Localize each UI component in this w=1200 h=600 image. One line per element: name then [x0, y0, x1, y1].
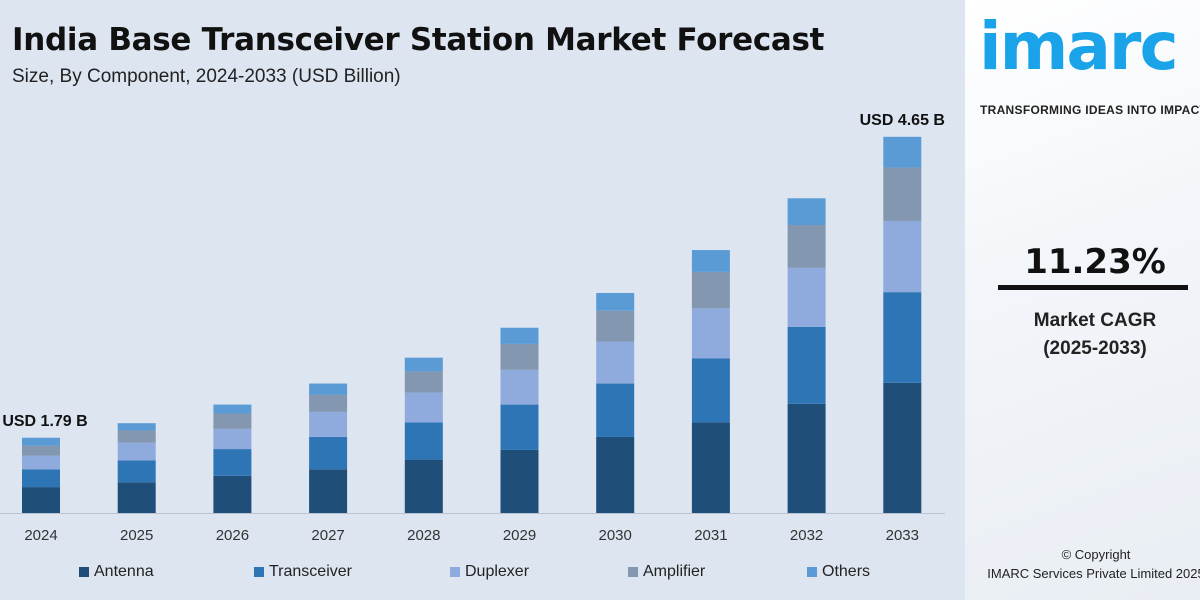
- bar-segment-transceiver-2025: [117, 460, 156, 483]
- bar-segment-duplexer-2033: [883, 220, 922, 293]
- bar-segment-duplexer-2030: [596, 341, 635, 384]
- bar-segment-antenna-2027: [309, 469, 348, 513]
- chart-panel: India Base Transceiver Station Market Fo…: [0, 22, 945, 581]
- bar-segment-others-2031: [691, 250, 730, 272]
- total-annotation: USD 4.65 B: [860, 112, 945, 129]
- company-name: IMARC Services Private Limited 2025: [987, 566, 1200, 581]
- legend-label: Duplexer: [465, 563, 530, 580]
- bar-segment-amplifier-2028: [404, 371, 443, 393]
- x-tick-label: 2026: [216, 527, 249, 544]
- bar-segment-amplifier-2031: [691, 271, 730, 309]
- logo-tagline: TRANSFORMING IDEAS INTO IMPACT: [980, 103, 1200, 117]
- x-tick-label: 2029: [503, 527, 536, 544]
- legend-item-duplexer: Duplexer: [450, 563, 529, 581]
- bar-segment-transceiver-2024: [22, 469, 60, 488]
- copyright-text: © Copyright: [1061, 547, 1131, 562]
- legend-label: Transceiver: [269, 563, 352, 580]
- legend-item-antenna: Antenna: [79, 563, 154, 581]
- bar-segment-amplifier-2033: [883, 167, 922, 221]
- cagr-label: Market CAGR (2025-2033): [965, 307, 1200, 363]
- bar-segment-others-2033: [883, 136, 922, 168]
- bar-segment-amplifier-2026: [213, 413, 252, 429]
- legend-item-amplifier: Amplifier: [628, 563, 705, 581]
- bar-segment-duplexer-2024: [22, 455, 60, 470]
- cagr-divider: [998, 285, 1188, 290]
- bar-segment-others-2030: [596, 292, 635, 311]
- bar-segment-others-2028: [404, 357, 443, 372]
- bar-segment-amplifier-2027: [309, 394, 348, 412]
- x-tick-label: 2024: [24, 527, 57, 544]
- legend-label: Others: [822, 563, 871, 580]
- legend-swatch: [807, 567, 817, 577]
- chart-title: India Base Transceiver Station Market Fo…: [12, 22, 825, 58]
- bar-segment-duplexer-2026: [213, 428, 252, 450]
- bar-segment-amplifier-2025: [117, 430, 156, 443]
- bar-segment-antenna-2026: [213, 475, 252, 513]
- legend-swatch: [450, 567, 460, 577]
- imarc-logo: imarc: [979, 8, 1179, 85]
- legend-label: Amplifier: [643, 563, 706, 580]
- x-tick-label: 2028: [407, 527, 440, 544]
- bar-segment-duplexer-2029: [500, 369, 539, 405]
- bar-segment-transceiver-2029: [500, 404, 539, 450]
- bar-segment-others-2024: [22, 437, 60, 446]
- bar-segment-amplifier-2029: [500, 343, 539, 370]
- total-annotation: USD 1.79 B: [2, 413, 87, 430]
- legend-swatch: [628, 567, 638, 577]
- bar-segment-antenna-2030: [596, 436, 635, 513]
- bar-segment-others-2025: [117, 423, 156, 431]
- bar-segment-amplifier-2024: [22, 445, 60, 456]
- bar-segment-antenna-2024: [22, 487, 60, 513]
- copyright: © Copyright IMARC Services Private Limit…: [965, 545, 1200, 583]
- bar-segment-transceiver-2032: [787, 326, 826, 404]
- x-tick-label: 2025: [120, 527, 153, 544]
- bar-segment-antenna-2031: [691, 422, 730, 513]
- x-tick-label: 2033: [886, 527, 919, 544]
- bar-segment-antenna-2032: [787, 403, 826, 513]
- legend-label: Antenna: [94, 563, 154, 580]
- legend-swatch: [79, 567, 89, 577]
- bar-segment-amplifier-2030: [596, 310, 635, 342]
- x-tick-label: 2030: [599, 527, 632, 544]
- bar-segment-others-2032: [787, 198, 826, 225]
- cagr-label-text: Market CAGR: [1033, 310, 1157, 331]
- bar-segment-transceiver-2033: [883, 292, 922, 383]
- bar-segment-transceiver-2031: [691, 358, 730, 423]
- x-tick-label: 2031: [694, 527, 727, 544]
- bar-segment-antenna-2029: [500, 449, 539, 513]
- bar-segment-others-2027: [309, 383, 348, 395]
- x-tick-label: 2027: [311, 527, 344, 544]
- legend-item-transceiver: Transceiver: [254, 563, 352, 581]
- bar-segment-duplexer-2027: [309, 411, 348, 437]
- bar-segment-duplexer-2025: [117, 442, 156, 461]
- bar-segment-duplexer-2031: [691, 308, 730, 359]
- bar-segment-antenna-2033: [883, 382, 922, 513]
- bar-segment-antenna-2025: [117, 482, 156, 513]
- bar-segment-transceiver-2030: [596, 383, 635, 437]
- bar-segment-transceiver-2026: [213, 449, 252, 476]
- info-panel: imarc TRANSFORMING IDEAS INTO IMPACT 11.…: [965, 0, 1200, 600]
- bar-segment-others-2026: [213, 404, 252, 414]
- cagr-value: 11.23%: [1024, 242, 1166, 282]
- legend-swatch: [254, 567, 264, 577]
- bar-segment-transceiver-2027: [309, 436, 348, 470]
- cagr-period: (2025-2033): [1043, 338, 1147, 359]
- bar-segment-others-2029: [500, 327, 539, 344]
- bar-segment-antenna-2028: [404, 459, 443, 513]
- bar-segment-transceiver-2028: [404, 422, 443, 460]
- chart-subtitle: Size, By Component, 2024-2033 (USD Billi…: [12, 66, 401, 87]
- stacked-bar-chart: 2024 USD 1.79 B 2025 2026 2027 2028 2029 2030 20…: [0, 112, 945, 544]
- bar-segment-duplexer-2032: [787, 267, 826, 327]
- x-tick-label: 2032: [790, 527, 823, 544]
- bar-segment-duplexer-2028: [404, 392, 443, 423]
- bar-segment-amplifier-2032: [787, 224, 826, 268]
- legend-item-others: Others: [807, 563, 870, 581]
